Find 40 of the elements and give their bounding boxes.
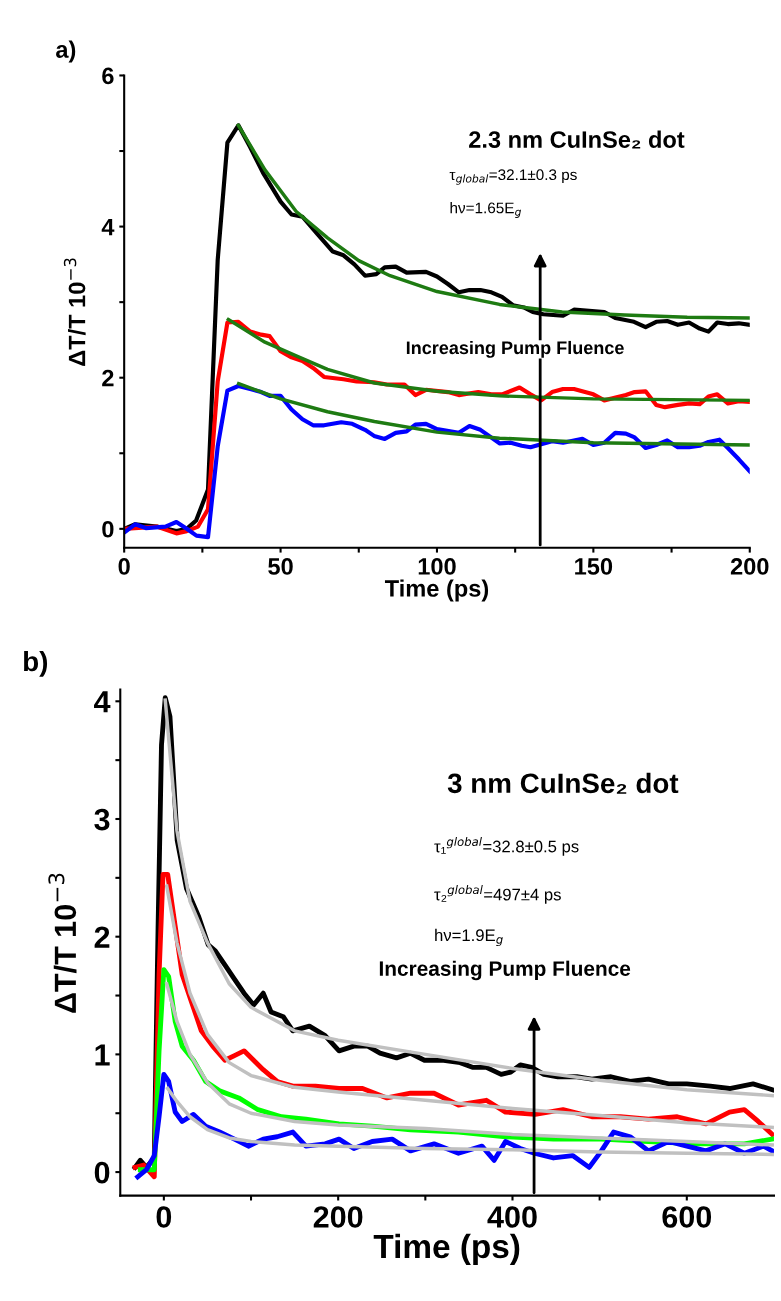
x-tick-label: 400 — [487, 1206, 537, 1228]
line-series — [236, 382, 750, 447]
line-series — [164, 982, 774, 1147]
annotation: τ$_{global}$=32.1±0.3 ps — [449, 169, 577, 185]
x-tick-label: 50 — [268, 558, 293, 575]
chart-title: a) — [56, 40, 76, 63]
annotation: τ₂$^{global}$=497±4 ps — [434, 885, 561, 904]
chart-title: b) — [24, 650, 48, 677]
x-tick-label: 0 — [156, 1206, 172, 1228]
y-tick-label: 2 — [94, 926, 110, 948]
annotation: Increasing Pump Fluence — [406, 340, 624, 358]
y-tick-label: 0 — [94, 1161, 110, 1184]
x-tick-label: 100 — [418, 558, 456, 575]
line-series — [165, 1086, 774, 1157]
y-tick-label: 0 — [102, 520, 114, 538]
annotation: Increasing Pump Fluence — [379, 960, 631, 981]
x-axis-title: Time (ps) — [384, 579, 489, 602]
y-axis-title: ΔT/T 10$^{−3}$ — [48, 873, 77, 1013]
x-tick-label: 200 — [730, 558, 769, 575]
x-axis-title: Time (ps) — [373, 1233, 520, 1265]
x-tick-label: 0 — [118, 558, 130, 575]
annotation: hν=1.9E$_{g}$ — [435, 928, 503, 947]
y-tick-label: 6 — [102, 67, 114, 85]
line-series — [236, 123, 750, 320]
y-tick-label: 1 — [95, 1044, 110, 1066]
line-series — [163, 698, 774, 1098]
y-tick-label: 2 — [102, 369, 114, 387]
x-tick-label: 150 — [575, 558, 613, 575]
y-axis-title: ΔT/T 10$^{−3}$ — [63, 258, 86, 366]
annotation: 3 nm CuInSe₂ dot — [447, 772, 679, 794]
y-tick-label: 4 — [94, 691, 111, 713]
annotation: hν=1.65E$_{g}$ — [450, 202, 521, 218]
y-tick-label: 3 — [94, 808, 110, 831]
line-series — [164, 884, 774, 1130]
x-tick-label: 200 — [313, 1206, 363, 1228]
annotation: τ₁$^{global}$=32.8±0.5 ps — [434, 837, 579, 856]
x-tick-label: 600 — [662, 1206, 712, 1228]
line-series — [226, 317, 750, 403]
y-tick-label: 4 — [101, 218, 115, 236]
annotation: 2.3 nm CuInSe₂ dot — [469, 130, 685, 149]
